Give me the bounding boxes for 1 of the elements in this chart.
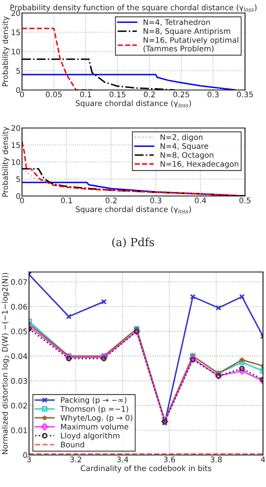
text: (a) Pdfs [112,238,154,248]
